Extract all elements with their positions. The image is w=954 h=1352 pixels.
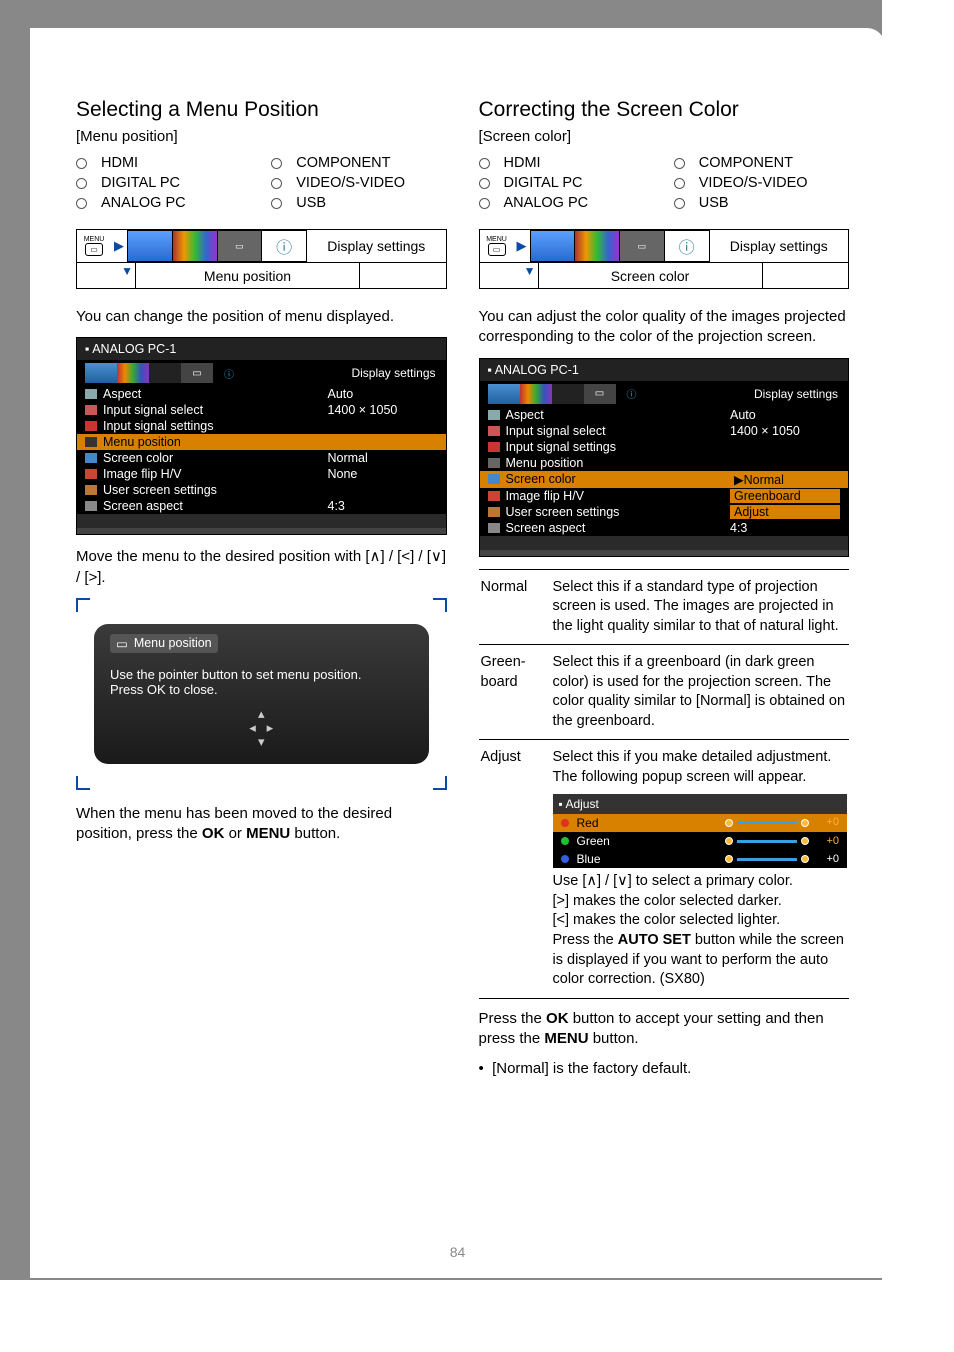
nav-strip-right: MENU▭ ▶ ▭ ⓘ Display settings ▼ Screen co…	[479, 229, 850, 289]
radio-icon	[674, 158, 685, 169]
radio-icon	[76, 198, 87, 209]
nav-tabs: ▭ ⓘ	[127, 230, 307, 262]
tab-gray-icon: ▭	[218, 231, 263, 261]
right-bullet: • [Normal] is the factory default.	[479, 1059, 850, 1079]
input-item: COMPONENT	[271, 155, 446, 171]
chevron-down-icon: ▼	[77, 263, 135, 288]
input-item: HDMI	[479, 155, 654, 171]
osd-row: Menu position	[480, 455, 849, 471]
adjust-row: Green+0	[553, 832, 848, 850]
radio-icon	[76, 158, 87, 169]
menu-button-icon: MENU▭	[77, 230, 111, 262]
tab-info-icon: ⓘ	[262, 231, 306, 261]
osd-row: User screen settings	[77, 482, 446, 498]
osd-row: AspectAuto	[480, 407, 849, 423]
tab-info-icon: ⓘ	[665, 231, 709, 261]
page-number: 84	[30, 1244, 885, 1260]
nav-strip-left: MENU▭ ▶ ▭ ⓘ Display settings ▼ Menu posi…	[76, 229, 447, 289]
menu-button-icon: MENU▭	[480, 230, 514, 262]
input-item: HDMI	[76, 155, 251, 171]
input-item: VIDEO/S-VIDEO	[674, 175, 849, 191]
left-p1: You can change the position of menu disp…	[76, 307, 447, 327]
menu-position-dialog: ▭ Menu position Use the pointer button t…	[94, 624, 429, 764]
radio-icon	[271, 158, 282, 169]
input-item: ANALOG PC	[76, 195, 251, 211]
radio-icon	[674, 198, 685, 209]
arrow-right-icon: ▶	[514, 230, 530, 262]
osd-row: User screen settingsAdjust	[480, 504, 849, 520]
input-item: DIGITAL PC	[479, 175, 654, 191]
osd-row: Screen aspect4:3	[77, 498, 446, 514]
right-p1: You can adjust the color quality of the …	[479, 307, 850, 348]
arrows-icon: ▴◂ ▸▾	[110, 707, 413, 750]
osd-row: Input signal settings	[77, 418, 446, 434]
arrow-right-icon: ▶	[111, 230, 127, 262]
osd-row: Image flip H/VNone	[77, 466, 446, 482]
nav-label: Display settings	[307, 230, 446, 262]
input-item: COMPONENT	[674, 155, 849, 171]
option-adjust: Adjust Select this if you make detailed …	[479, 740, 850, 998]
osd-row: Input signal select1400 × 1050	[480, 423, 849, 439]
submenu-label-right: Screen color	[538, 263, 763, 288]
chevron-down-icon: ▼	[480, 263, 538, 288]
page: Selecting a Menu Position [Menu position…	[30, 28, 885, 1278]
right-title: Correcting the Screen Color	[479, 98, 850, 122]
right-footer: Press the OK button to accept your setti…	[479, 1009, 850, 1050]
radio-icon	[479, 198, 490, 209]
inputs-left: HDMI COMPONENT DIGITAL PC VIDEO/S-VIDEO …	[76, 155, 447, 211]
radio-icon	[674, 178, 685, 189]
left-p2: Move the menu to the desired position wi…	[76, 547, 447, 588]
osd-row: Menu position	[77, 434, 446, 450]
adjust-box: ▪ Adjust Red+0Green+0Blue+0	[553, 794, 848, 869]
osd-row: Image flip H/VGreenboard	[480, 488, 849, 504]
left-title: Selecting a Menu Position	[76, 98, 447, 122]
osd-row: AspectAuto	[77, 386, 446, 402]
input-item: DIGITAL PC	[76, 175, 251, 191]
input-item: USB	[674, 195, 849, 211]
adjust-row: Red+0	[553, 814, 848, 832]
osd-row: Screen colorNormal	[77, 450, 446, 466]
left-column: Selecting a Menu Position [Menu position…	[76, 98, 447, 1089]
tab-stripe-icon	[173, 231, 218, 261]
radio-icon	[479, 178, 490, 189]
dialog-title: ▭ Menu position	[110, 634, 218, 653]
submenu-label-left: Menu position	[135, 263, 360, 288]
input-item: USB	[271, 195, 446, 211]
tab-gray-icon: ▭	[620, 231, 665, 261]
input-item: ANALOG PC	[479, 195, 654, 211]
osd-row: Screen color▶Normal	[480, 471, 849, 488]
right-sublabel: [Screen color]	[479, 128, 850, 145]
option-greenboard: Green-board Select this if a greenboard …	[479, 645, 850, 740]
osd-head: ▪ ANALOG PC-1	[77, 338, 446, 360]
osd-right: ▪ ANALOG PC-1 ▭ ⓘ Display settings Aspec…	[479, 358, 850, 557]
option-list: Normal Select this if a standard type of…	[479, 569, 850, 999]
osd-row: Input signal select1400 × 1050	[77, 402, 446, 418]
tab-stripe-icon	[575, 231, 620, 261]
adjust-row: Blue+0	[553, 850, 848, 868]
left-p3: When the menu has been moved to the desi…	[76, 804, 447, 845]
tab-blue-icon	[531, 231, 576, 261]
inputs-right: HDMI COMPONENT DIGITAL PC VIDEO/S-VIDEO …	[479, 155, 850, 211]
nav-tabs: ▭ ⓘ	[530, 230, 710, 262]
right-column: Correcting the Screen Color [Screen colo…	[479, 98, 850, 1089]
left-sublabel: [Menu position]	[76, 128, 447, 145]
option-normal: Normal Select this if a standard type of…	[479, 570, 850, 646]
osd-row: Input signal settings	[480, 439, 849, 455]
osd-left: ▪ ANALOG PC-1 ▭ ⓘ Display settings Aspec…	[76, 337, 447, 535]
nav-label: Display settings	[710, 230, 849, 262]
osd-head: ▪ ANALOG PC-1	[480, 359, 849, 381]
radio-icon	[271, 198, 282, 209]
radio-icon	[76, 178, 87, 189]
radio-icon	[479, 158, 490, 169]
radio-icon	[271, 178, 282, 189]
tab-blue-icon	[128, 231, 173, 261]
input-item: VIDEO/S-VIDEO	[271, 175, 446, 191]
osd-row: Screen aspect4:3	[480, 520, 849, 536]
